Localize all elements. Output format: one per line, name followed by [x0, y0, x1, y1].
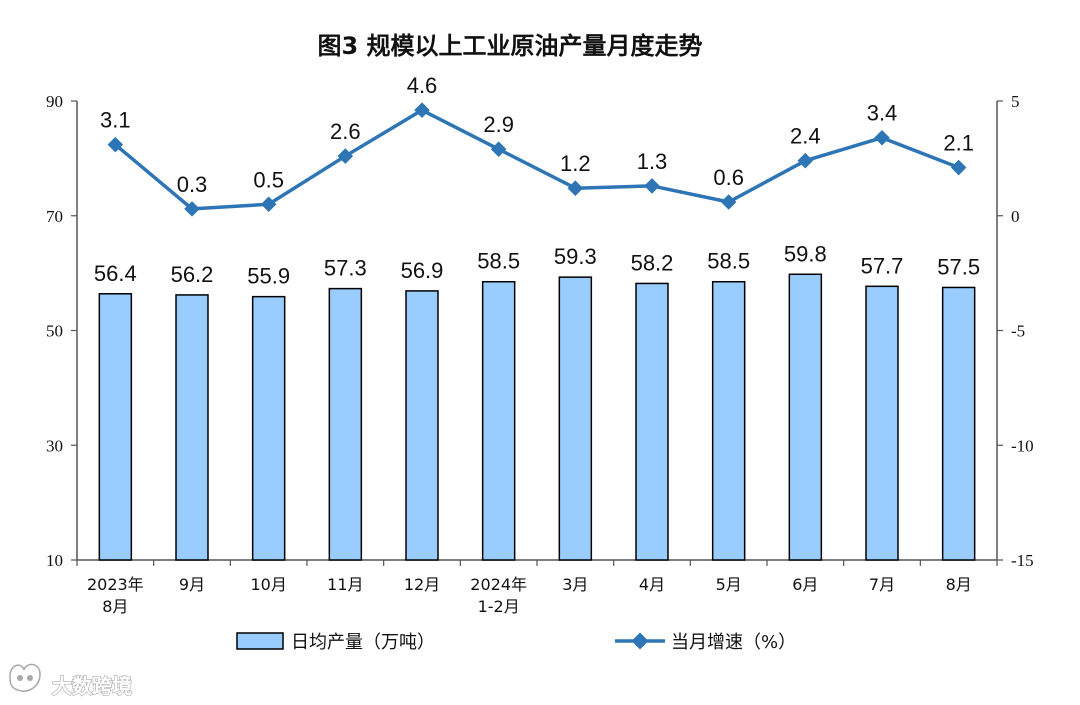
line-value-label: 0.3 [177, 172, 208, 197]
line-value-label: 4.6 [407, 73, 438, 98]
watermark: 大数跨境 [9, 663, 133, 699]
line-path [114, 108, 960, 211]
bar [251, 295, 286, 561]
line-point [337, 148, 354, 164]
x-tick-label: 6月 [792, 575, 818, 594]
bar [711, 280, 746, 561]
bar [328, 287, 363, 561]
bar-value-label: 56.2 [171, 262, 214, 287]
legend-line-label: 当月增速（%） [671, 632, 796, 653]
y-right-tick-label: -5 [1011, 322, 1025, 341]
watermark-logo-icon [9, 663, 41, 692]
watermark-text: 大数跨境 [52, 674, 132, 698]
bar-value-label: 57.3 [324, 256, 367, 281]
line-point [490, 141, 507, 157]
x-tick-label: 1-2月 [478, 597, 520, 616]
y-left-tick-label: 70 [46, 207, 63, 226]
bar-value-label: 58.2 [631, 250, 674, 275]
legend: 日均产量（万吨） 当月增速（%） [236, 632, 796, 653]
line-point [567, 180, 584, 196]
chart-title: 图3 规模以上工业原油产量月度走势 [317, 32, 702, 60]
line-point [414, 102, 430, 118]
line-value-label: 0.6 [713, 165, 744, 190]
x-axis-labels: 2023年 8月 9月 10月 11月 12月 2024年 1-2月 3月 4月 5月 6月 7月 8月 [87, 575, 972, 616]
y-left-tick-label: 30 [46, 436, 63, 455]
bar [941, 286, 976, 561]
x-tick-label: 11月 [327, 575, 363, 594]
line-series: 3.1 0.3 0.5 2.6 4.6 2.9 1.2 1.3 0.6 2.4 3.4 2.1 [100, 73, 974, 217]
bar [98, 293, 133, 561]
y-right-tick-label: -15 [1011, 551, 1034, 570]
bar-value-label: 56.4 [94, 261, 137, 286]
x-tick-label: 8月 [102, 597, 128, 616]
line-value-label: 2.6 [330, 119, 361, 144]
bar-value-label: 58.5 [477, 249, 520, 274]
x-tick-label: 5月 [716, 575, 742, 594]
x-tick-label: 8月 [946, 575, 972, 594]
legend-line-marker [631, 632, 649, 650]
line-value-label: 3.4 [867, 101, 898, 126]
y-left-tick-label: 90 [46, 92, 63, 111]
bar-value-label: 56.9 [401, 258, 444, 283]
bar-value-label: 59.8 [784, 241, 827, 266]
y-right-tick-label: 0 [1011, 207, 1020, 226]
bar [635, 282, 669, 561]
bar-value-label: 57.7 [861, 253, 904, 278]
y-right-tick-label: -10 [1011, 436, 1034, 455]
line-value-label: 2.1 [943, 131, 974, 156]
line-point [184, 201, 200, 217]
line-value-label: 2.9 [483, 112, 514, 137]
x-tick-label: 7月 [869, 575, 895, 594]
bar [558, 276, 593, 561]
bar [175, 294, 209, 561]
x-tick-label: 12月 [404, 575, 440, 594]
line-point [797, 152, 814, 169]
legend-bar-label: 日均产量（万吨） [291, 632, 435, 653]
x-tick-label: 4月 [639, 575, 665, 594]
line-value-label: 1.3 [637, 149, 668, 174]
bar-value-label: 59.3 [554, 244, 597, 269]
bar-value-label: 55.9 [247, 264, 290, 289]
line-value-label: 1.2 [560, 151, 591, 176]
line-value-label: 3.1 [100, 108, 131, 133]
bar [481, 280, 516, 561]
axes: 10 30 50 70 90 -15 -10 -5 0 5 [46, 92, 1034, 570]
legend-bar-swatch [236, 632, 284, 650]
line-point [720, 194, 737, 210]
bar [405, 290, 439, 561]
x-tick-label: 9月 [179, 575, 205, 594]
line-value-label: 2.4 [790, 124, 821, 149]
line-point [950, 159, 967, 176]
y-right-tick-label: 5 [1011, 92, 1020, 111]
line-point [644, 178, 660, 194]
x-tick-label: 3月 [562, 575, 588, 594]
y-left-tick-label: 10 [46, 551, 63, 570]
x-tick-label: 2024年 [470, 575, 527, 594]
bar [788, 273, 823, 561]
x-tick-label: 2023年 [87, 575, 144, 594]
bar [865, 285, 899, 561]
bar-value-label: 58.5 [707, 249, 750, 274]
x-tick-label: 10月 [250, 575, 286, 594]
y-left-tick-label: 50 [46, 322, 63, 341]
bar-series: 56.4 56.2 55.9 57.3 56.9 58.5 59.3 58.2 58.5 59.8… [94, 241, 980, 561]
line-value-label: 0.5 [253, 167, 284, 192]
line-point [874, 129, 890, 146]
line-point [260, 196, 277, 213]
bar-value-label: 57.5 [937, 254, 980, 279]
line-point [107, 136, 124, 153]
